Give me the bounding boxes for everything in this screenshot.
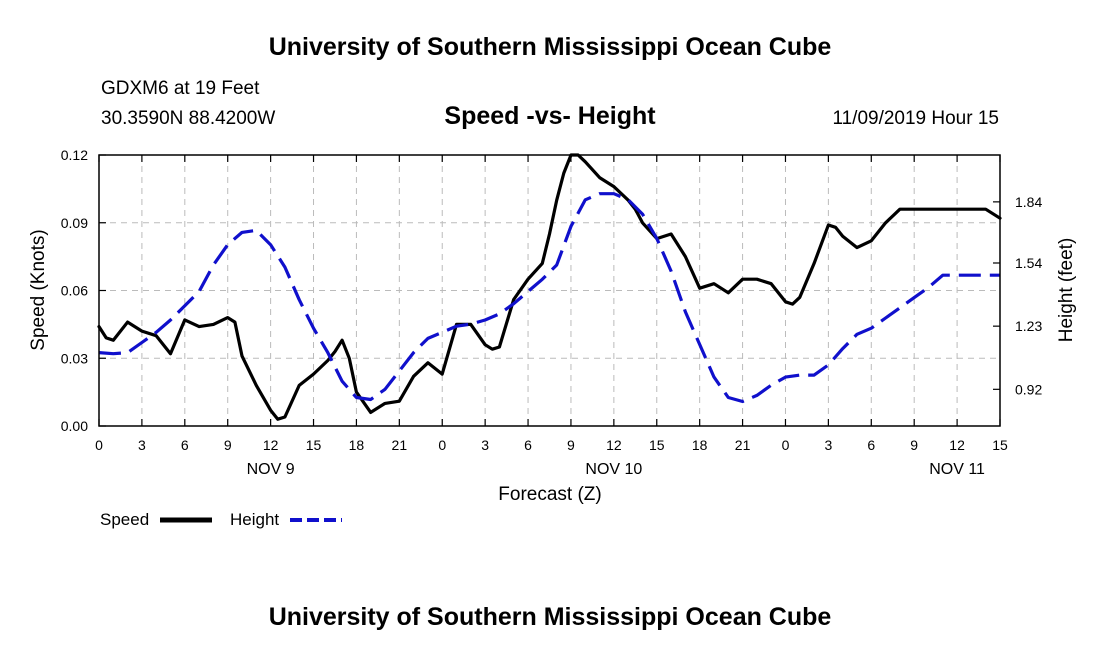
forecast-time-label: 11/09/2019 Hour 15 [832, 108, 999, 129]
y-axis-label: Speed (Knots) [28, 229, 49, 350]
x-tick-label: 3 [481, 437, 489, 453]
x-tick-label: 21 [392, 437, 408, 453]
x-tick-label: 0 [438, 437, 446, 453]
y2-tick-label: 1.23 [1015, 318, 1042, 334]
grid [99, 155, 1000, 426]
y-tick-label: 0.12 [61, 147, 88, 163]
header-title: University of Southern Mississippi Ocean… [269, 33, 832, 61]
x-tick-label: 6 [867, 437, 875, 453]
x-tick-label: 9 [910, 437, 918, 453]
y2-tick-label: 0.92 [1015, 381, 1042, 397]
x-tick-label: 12 [606, 437, 622, 453]
y2-tick-label: 1.84 [1015, 194, 1042, 210]
y-tick-label: 0.06 [61, 283, 88, 299]
y-tick-label: 0.00 [61, 418, 88, 434]
x-tick-label: 21 [735, 437, 751, 453]
legend: Speed Height [100, 510, 342, 529]
x-tick-label: 6 [524, 437, 532, 453]
coordinates-label: 30.3590N 88.4200W [101, 108, 275, 129]
y-tick-label: 0.03 [61, 350, 88, 366]
series-line-speed [97, 153, 1002, 421]
x-tick-label: 12 [949, 437, 965, 453]
legend-speed-label: Speed [100, 510, 149, 529]
x-tick-label: 3 [824, 437, 832, 453]
footer-title: University of Southern Mississippi Ocean… [269, 603, 832, 631]
x-tick-label: 18 [349, 437, 365, 453]
x-tick-label: 15 [306, 437, 322, 453]
series-line-height [98, 192, 1000, 404]
chart-title: Speed -vs- Height [444, 102, 656, 130]
y-tick-label: 0.09 [61, 215, 88, 231]
x-axis-label: Forecast (Z) [498, 484, 601, 505]
station-label: GDXM6 at 19 Feet [101, 78, 260, 99]
day-label: NOV 10 [585, 461, 642, 478]
x-tick-label: 9 [224, 437, 232, 453]
day-label: NOV 9 [247, 461, 295, 478]
x-tick-label: 15 [992, 437, 1008, 453]
day-label: NOV 11 [929, 461, 985, 478]
x-tick-label: 0 [782, 437, 790, 453]
x-tick-label: 6 [181, 437, 189, 453]
x-tick-label: 3 [138, 437, 146, 453]
y2-axis-label: Height (feet) [1056, 238, 1077, 343]
x-tick-label: 12 [263, 437, 279, 453]
x-tick-label: 18 [692, 437, 708, 453]
series-layer [97, 153, 1002, 421]
x-tick-label: 15 [649, 437, 665, 453]
x-tick-label: 9 [567, 437, 575, 453]
x-tick-label: 0 [95, 437, 103, 453]
legend-height-label: Height [230, 510, 279, 529]
y2-tick-label: 1.54 [1015, 255, 1042, 271]
axes: 0 3 6 9 12 15 18 21 0 3 6 9 12 15 18 21 0 3 6 9 12 15 NOV 9 NOV… [61, 147, 1043, 478]
